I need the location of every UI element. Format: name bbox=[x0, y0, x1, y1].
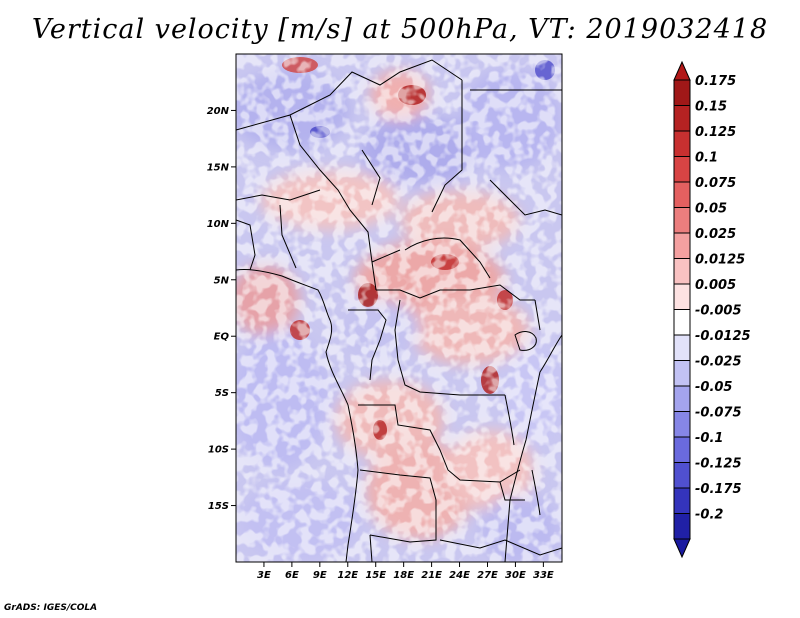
colorbar-swatch bbox=[673, 309, 691, 336]
lat-tick-label: 5S bbox=[215, 388, 229, 399]
colorbar-label: -0.05 bbox=[695, 380, 732, 395]
colorbar-label: 0.075 bbox=[695, 176, 736, 191]
colorbar-label: -0.075 bbox=[695, 406, 742, 421]
lon-tick-label: 9E bbox=[313, 570, 327, 581]
colorbar-swatch bbox=[673, 487, 691, 514]
longitude-axis: 3E 6E 9E 12E 15E 18E 21E 24E 27E 30E 33E bbox=[257, 562, 554, 581]
colorbar-swatch bbox=[673, 462, 691, 489]
colorbar-swatch bbox=[673, 258, 691, 285]
colorbar-swatch bbox=[673, 105, 691, 132]
colorbar-swatch bbox=[673, 385, 691, 412]
colorbar-swatch bbox=[673, 360, 691, 387]
colorbar-label: -0.025 bbox=[695, 355, 742, 370]
colorbar-swatch bbox=[673, 436, 691, 463]
colorbar-swatch bbox=[673, 207, 691, 234]
colorbar-label: 0.15 bbox=[695, 100, 727, 115]
lat-tick-label: 10N bbox=[207, 219, 230, 230]
lat-tick-label: 5N bbox=[214, 275, 230, 286]
colorbar-label: -0.1 bbox=[695, 431, 723, 446]
colorbar-label: 0.025 bbox=[695, 227, 736, 242]
colorbar-label: 0.0125 bbox=[695, 253, 745, 268]
colorbar-swatch bbox=[673, 79, 691, 106]
colorbar-swatch bbox=[673, 334, 691, 361]
latitude-axis: 20N 15N 10N 5N EQ 5S 10S 15S bbox=[207, 106, 236, 512]
colorbar-label: -0.2 bbox=[695, 508, 723, 523]
lat-tick-label: 20N bbox=[207, 106, 230, 117]
grads-credit: GrADS: IGES/COLA bbox=[4, 603, 98, 613]
lon-tick-label: 3E bbox=[257, 570, 271, 581]
colorbar-top-arrow bbox=[673, 60, 691, 81]
colorbar-label: 0.125 bbox=[695, 125, 736, 140]
lon-tick-label: 33E bbox=[533, 570, 554, 581]
lat-tick-label: 10S bbox=[208, 445, 229, 456]
colorbar-swatch bbox=[673, 181, 691, 208]
lon-tick-label: 15E bbox=[365, 570, 386, 581]
lon-tick-label: 24E bbox=[449, 570, 470, 581]
lat-tick-label: 15S bbox=[208, 501, 229, 512]
colorbar-swatch bbox=[673, 411, 691, 438]
colorbar-swatch bbox=[673, 130, 691, 157]
lon-tick-label: 21E bbox=[421, 570, 442, 581]
colorbar-swatch bbox=[673, 513, 691, 540]
colorbar-label: 0.005 bbox=[695, 278, 736, 293]
colorbar-label: -0.175 bbox=[695, 482, 742, 497]
lon-tick-label: 30E bbox=[505, 570, 526, 581]
colorbar-swatch bbox=[673, 156, 691, 183]
lat-tick-label: EQ bbox=[214, 332, 230, 343]
lon-tick-label: 12E bbox=[337, 570, 358, 581]
lon-tick-label: 18E bbox=[393, 570, 414, 581]
colorbar-label: 0.175 bbox=[695, 74, 736, 89]
colorbar-label: -0.125 bbox=[695, 457, 742, 472]
colorbar-swatch bbox=[673, 283, 691, 310]
colorbar: 0.175 0.15 0.125 0.1 0.075 0.05 0.025 0.0125 0.0… bbox=[673, 60, 751, 559]
map-title: Vertical velocity [m/s] at 500hPa, VT: 2… bbox=[31, 14, 769, 45]
plot-frame bbox=[235, 53, 563, 563]
colorbar-bottom-arrow bbox=[673, 538, 691, 559]
country-borders bbox=[236, 59, 562, 562]
lat-tick-label: 15N bbox=[207, 162, 230, 173]
colorbar-label: -0.005 bbox=[695, 304, 742, 319]
lon-tick-label: 27E bbox=[477, 570, 498, 581]
velocity-field bbox=[236, 54, 562, 562]
lon-tick-label: 6E bbox=[285, 570, 299, 581]
colorbar-label: 0.05 bbox=[695, 202, 727, 217]
colorbar-swatch bbox=[673, 232, 691, 259]
colorbar-label: 0.1 bbox=[695, 151, 718, 166]
colorbar-label: -0.0125 bbox=[695, 329, 751, 344]
